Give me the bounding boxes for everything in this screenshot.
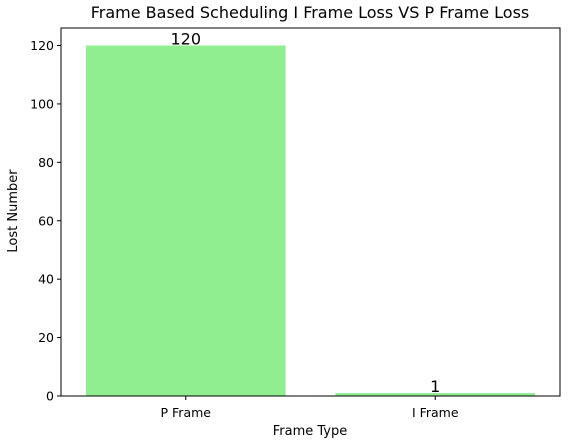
data-label: 120: [170, 30, 201, 49]
data-label: 1: [430, 377, 440, 396]
y-tick-label: 40: [38, 272, 54, 287]
y-tick-label: 20: [38, 330, 54, 345]
y-tick-label: 80: [38, 155, 54, 170]
plot-area-frame: [60, 27, 561, 397]
y-tick-label: 60: [38, 213, 54, 228]
bars-group: [85, 45, 536, 397]
y-tick-label: 0: [46, 389, 54, 404]
x-tick-label: P Frame: [161, 405, 212, 420]
x-axis-label: Frame Type: [273, 424, 348, 439]
y-tick-label: 120: [30, 38, 54, 53]
x-axis-ticks: P Frame I Frame: [161, 396, 459, 420]
y-tick-label: 100: [30, 96, 54, 111]
x-tick-label: I Frame: [412, 405, 459, 420]
bar-i-frame: [335, 393, 536, 396]
bar-p-frame: [85, 45, 286, 397]
y-axis-label: Lost Number: [6, 169, 21, 253]
chart-title: Frame Based Scheduling I Frame Loss VS P…: [91, 3, 530, 22]
y-axis-ticks: 0 20 40 60 80 100 120: [30, 38, 61, 404]
data-labels-group: 120 1: [170, 30, 440, 397]
